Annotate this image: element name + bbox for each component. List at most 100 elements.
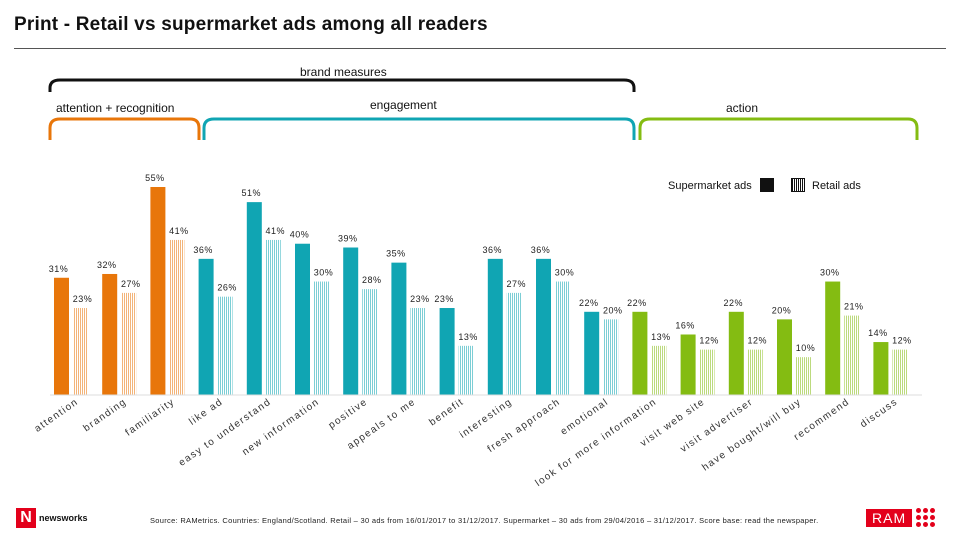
category-label-like-ad: like ad <box>187 396 225 427</box>
action-brace <box>638 117 919 140</box>
category-label-positive: positive <box>327 396 370 431</box>
bar-retail-recommend <box>844 315 860 395</box>
attention-recognition-brace <box>48 117 201 140</box>
bar-supermarket-visit-advertiser <box>728 311 744 395</box>
bar-supermarket-have-bought-will-buy <box>777 319 792 395</box>
label-retail-visit-advertiser: 12% <box>748 336 768 346</box>
label-supermarket-visit-web-site: 16% <box>675 320 695 330</box>
bar-supermarket-familiarity <box>150 187 166 395</box>
bar-retail-look-for-more-information <box>651 345 667 395</box>
bar-retail-easy-to-understand <box>265 239 281 395</box>
label-retail-visit-web-site: 12% <box>699 336 719 346</box>
category-label-have-bought-will-buy: have bought/will buy <box>700 396 803 473</box>
bar-supermarket-visit-web-site <box>680 334 696 395</box>
label-retail-interesting: 27% <box>507 279 527 289</box>
source-note: Source: RAMetrics. Countries: England/Sc… <box>150 516 819 525</box>
bar-retail-positive <box>362 289 378 395</box>
action-header: action <box>726 101 759 115</box>
bar-supermarket-attention <box>54 277 69 395</box>
label-retail-recommend: 21% <box>844 302 864 312</box>
label-retail-fresh-approach: 30% <box>555 268 575 278</box>
label-supermarket-visit-advertiser: 22% <box>724 298 744 308</box>
bar-retail-familiarity <box>169 239 185 395</box>
legend-supermarket-swatch <box>760 178 774 192</box>
page-title: Print - Retail vs supermarket ads among … <box>14 14 488 35</box>
legend-retail-label: Retail ads <box>812 180 861 192</box>
ram-wordmark: RAM <box>866 508 913 527</box>
label-retail-appeals-to-me: 23% <box>410 294 430 304</box>
bar-supermarket-fresh-approach <box>536 258 551 395</box>
label-retail-branding: 27% <box>121 279 141 289</box>
brand-measures-header: brand measures <box>300 65 387 79</box>
newsworks-n-icon: N <box>16 508 36 528</box>
label-retail-discuss: 12% <box>892 336 912 346</box>
label-retail-new-information: 30% <box>314 268 334 278</box>
label-supermarket-have-bought-will-buy: 20% <box>772 305 792 315</box>
bar-retail-like-ad <box>217 296 233 395</box>
label-retail-emotional: 20% <box>603 305 623 315</box>
bar-retail-new-information <box>314 281 329 395</box>
label-supermarket-discuss: 14% <box>868 328 888 338</box>
bar-retail-attention <box>73 308 88 395</box>
bar-supermarket-branding <box>102 273 118 395</box>
bar-supermarket-discuss <box>873 342 889 395</box>
ram-logo: RAM <box>866 508 936 527</box>
label-supermarket-positive: 39% <box>338 234 358 244</box>
bar-chart: 31% 23% attention 32% 27% branding 55% 41% famil… <box>33 78 922 489</box>
bar-retail-interesting <box>506 292 522 395</box>
bar-supermarket-emotional <box>584 311 600 395</box>
label-retail-attention: 23% <box>73 294 93 304</box>
bar-retail-visit-advertiser <box>747 349 763 395</box>
label-supermarket-new-information: 40% <box>290 230 310 240</box>
label-retail-positive: 28% <box>362 275 382 285</box>
category-label-branding: branding <box>82 396 129 434</box>
title-divider <box>14 48 946 49</box>
category-label-benefit: benefit <box>427 396 466 428</box>
bar-supermarket-positive <box>343 247 359 395</box>
bar-retail-benefit <box>458 345 474 395</box>
legend-supermarket-label: Supermarket ads <box>668 180 752 192</box>
label-supermarket-attention: 31% <box>49 264 69 274</box>
category-label-familiarity: familiarity <box>124 396 178 438</box>
bar-supermarket-new-information <box>295 243 310 395</box>
category-label-discuss: discuss <box>858 396 900 430</box>
category-label-easy-to-understand: easy to understand <box>177 396 274 468</box>
label-retail-have-bought-will-buy: 10% <box>796 343 816 353</box>
bar-retail-fresh-approach <box>555 281 570 395</box>
bar-retail-discuss <box>892 349 908 395</box>
engagement-brace <box>202 117 636 140</box>
bar-retail-branding <box>121 292 137 395</box>
label-retail-like-ad: 26% <box>217 283 237 293</box>
bar-supermarket-easy-to-understand <box>246 202 262 395</box>
bar-retail-have-bought-will-buy <box>796 357 811 395</box>
bar-supermarket-benefit <box>439 308 455 395</box>
bar-retail-appeals-to-me <box>410 308 426 395</box>
label-retail-familiarity: 41% <box>169 226 189 236</box>
bar-supermarket-appeals-to-me <box>391 262 407 395</box>
label-retail-look-for-more-information: 13% <box>651 332 671 342</box>
label-supermarket-like-ad: 36% <box>193 245 213 255</box>
label-supermarket-look-for-more-information: 22% <box>627 298 647 308</box>
label-retail-easy-to-understand: 41% <box>266 226 286 236</box>
label-supermarket-fresh-approach: 36% <box>531 245 551 255</box>
label-supermarket-interesting: 36% <box>483 245 503 255</box>
bar-supermarket-look-for-more-information <box>632 311 648 395</box>
bar-retail-visit-web-site <box>699 349 715 395</box>
label-supermarket-appeals-to-me: 35% <box>386 249 406 259</box>
label-supermarket-easy-to-understand: 51% <box>242 188 262 198</box>
label-supermarket-emotional: 22% <box>579 298 599 308</box>
label-supermarket-familiarity: 55% <box>145 173 165 183</box>
label-supermarket-recommend: 30% <box>820 268 840 278</box>
category-label-attention: attention <box>33 396 81 434</box>
label-supermarket-branding: 32% <box>97 260 117 270</box>
bar-supermarket-like-ad <box>198 258 214 395</box>
bar-supermarket-interesting <box>487 258 503 395</box>
ram-dots-icon <box>916 508 936 527</box>
bar-retail-emotional <box>603 319 619 395</box>
bar-supermarket-recommend <box>825 281 841 395</box>
newsworks-logo: N newsworks <box>16 508 88 528</box>
newsworks-wordmark: newsworks <box>39 513 88 523</box>
label-supermarket-benefit: 23% <box>434 294 454 304</box>
brand-measures-brace <box>48 78 636 92</box>
engagement-header: engagement <box>370 98 437 112</box>
